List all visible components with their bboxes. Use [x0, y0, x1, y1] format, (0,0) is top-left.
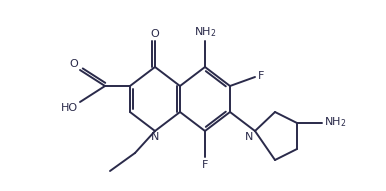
Text: N: N	[151, 132, 159, 142]
Text: O: O	[69, 59, 78, 69]
Text: F: F	[258, 71, 264, 81]
Text: NH$_2$: NH$_2$	[194, 25, 216, 39]
Text: NH$_2$: NH$_2$	[324, 115, 347, 129]
Text: O: O	[151, 28, 159, 39]
Text: HO: HO	[61, 103, 78, 113]
Text: N: N	[245, 132, 253, 142]
Text: F: F	[202, 159, 208, 169]
